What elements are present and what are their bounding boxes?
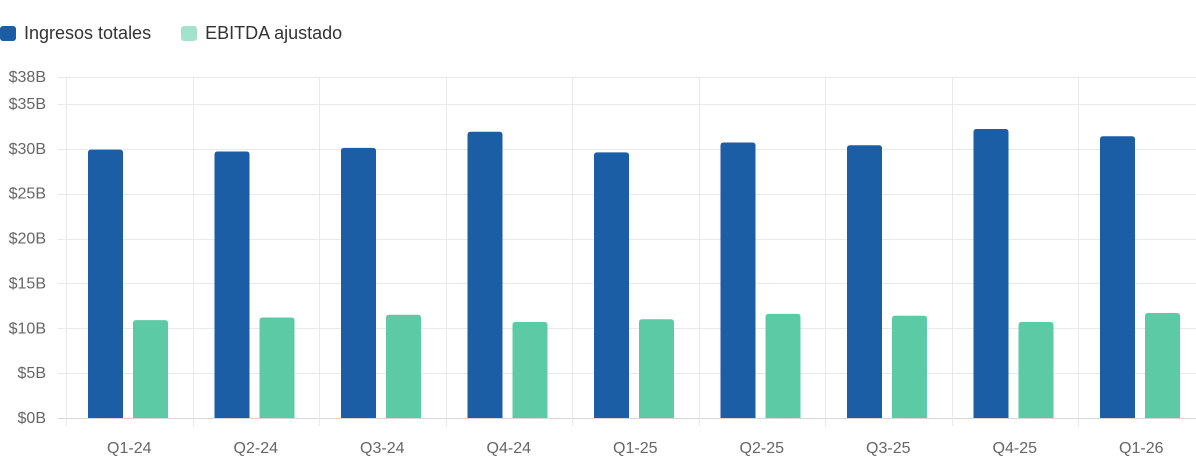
legend-item-ingresos-totales[interactable]: Ingresos totales: [0, 23, 151, 44]
x-tick-label: Q2-24: [234, 440, 279, 457]
y-tick-label: $15B: [9, 275, 46, 292]
x-tick-label: Q3-25: [866, 440, 911, 457]
y-tick-label: $38B: [9, 69, 46, 86]
bar-ebitda-ajustado-q3-24[interactable]: [386, 314, 421, 418]
legend-swatch-ebitda-ajustado: [181, 25, 198, 41]
y-tick-label: $10B: [9, 320, 46, 337]
legend-label-ingresos-totales: Ingresos totales: [24, 22, 152, 43]
bar-ebitda-ajustado-q2-24[interactable]: [259, 317, 295, 418]
y-tick-label: $0B: [18, 410, 46, 427]
x-axis-ticks: Q1-24 Q2-24 Q3-24 Q4-24 Q1-25 Q2-25 Q3-25 Q4-25…: [107, 440, 1164, 457]
chart-legend: Ingresos totales EBITDA ajustado: [0, 20, 372, 46]
x-tick-label: Q2-25: [740, 440, 785, 457]
x-tick-label: Q1-24: [107, 440, 152, 457]
bar-ebitda-ajustado-q2-25[interactable]: [765, 313, 801, 418]
bar-ingresos-totales-q1-25[interactable]: [594, 152, 629, 418]
x-tick-label: Q3-24: [360, 440, 405, 457]
x-tick-label: Q1-26: [1119, 440, 1164, 457]
legend-item-ebitda-ajustado[interactable]: EBITDA ajustado: [181, 23, 342, 44]
bar-ebitda-ajustado-q4-24[interactable]: [512, 321, 548, 418]
bars: [88, 129, 1180, 419]
y-tick-label: $25B: [9, 186, 46, 203]
bar-ebitda-ajustado-q1-26[interactable]: [1145, 313, 1180, 418]
bar-ingresos-totales-q3-25[interactable]: [847, 145, 882, 418]
legend-label-ebitda-ajustado: EBITDA ajustado: [205, 22, 343, 43]
y-tick-label: $20B: [9, 231, 46, 248]
bar-ingresos-totales-q4-24[interactable]: [467, 131, 503, 418]
bar-ingresos-totales-q2-24[interactable]: [214, 151, 250, 419]
bar-ebitda-ajustado-q3-25[interactable]: [892, 315, 927, 418]
bar-ebitda-ajustado-q4-25[interactable]: [1018, 321, 1054, 418]
y-tick-label: $5B: [18, 365, 46, 382]
y-tick-label: $35B: [9, 96, 46, 113]
bar-ingresos-totales-q1-24[interactable]: [88, 149, 123, 419]
y-tick-label: $30B: [9, 141, 46, 158]
x-tick-label: Q1-25: [613, 440, 658, 457]
x-tick-label: Q4-24: [487, 440, 532, 457]
x-tick-label: Q4-25: [993, 440, 1038, 457]
bar-ingresos-totales-q2-25[interactable]: [720, 142, 756, 419]
bar-ebitda-ajustado-q1-24[interactable]: [133, 320, 168, 418]
bar-ebitda-ajustado-q1-25[interactable]: [639, 319, 674, 418]
bar-ingresos-totales-q1-26[interactable]: [1100, 136, 1135, 418]
bar-ingresos-totales-q3-24[interactable]: [341, 147, 376, 419]
bar-ingresos-totales-q4-25[interactable]: [973, 129, 1009, 418]
legend-swatch-ingresos-totales: [0, 25, 16, 41]
y-axis-ticks: $0B $5B $10B $15B $20B $25B $30B $35B $38B: [9, 69, 46, 427]
